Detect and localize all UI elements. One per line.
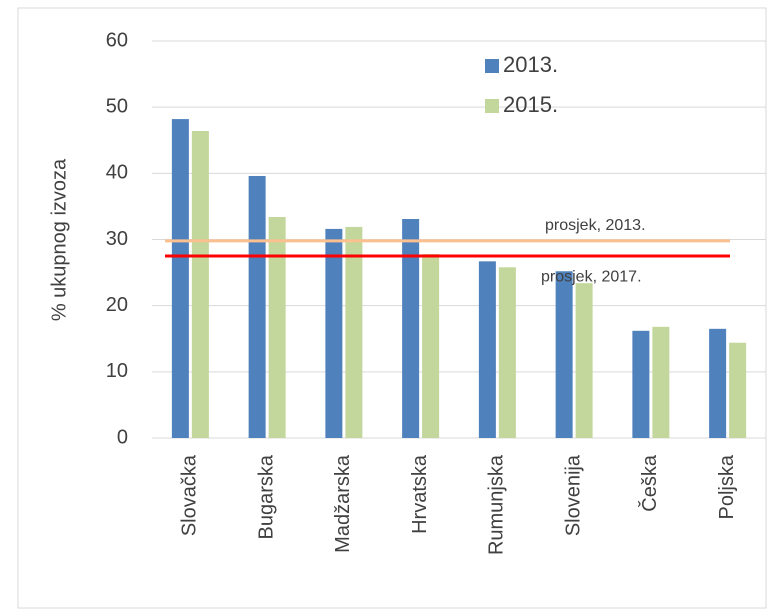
x-tick-label: Slovačka (179, 454, 201, 536)
x-tick-label: Bugarska (255, 454, 277, 539)
x-tick-label: Hrvatska (409, 454, 431, 534)
legend-swatch (485, 59, 499, 73)
reference-label: prosjek, 2013. (545, 217, 646, 234)
bar (191, 130, 209, 438)
y-tick-label: 60 (106, 29, 128, 51)
x-tick-label: Madžarska (332, 454, 354, 553)
bar (345, 226, 363, 438)
y-axis-title: % ukupnog izvoza (48, 158, 70, 321)
bar (632, 330, 650, 438)
x-tick-label: Poljska (716, 454, 738, 519)
x-tick-label: Slovenija (562, 454, 584, 536)
bar (402, 218, 420, 438)
bar (555, 271, 573, 438)
y-tick-label: 30 (106, 228, 128, 250)
bar (575, 283, 593, 438)
bar (652, 326, 670, 438)
y-tick-label: 10 (106, 360, 128, 382)
y-tick-label: 40 (106, 162, 128, 184)
legend-swatch (485, 99, 499, 113)
bar (248, 175, 266, 439)
y-tick-label: 20 (106, 294, 128, 316)
bar (729, 342, 747, 438)
chart-frame (17, 7, 767, 609)
legend-label: 2015. (503, 92, 558, 117)
bar (268, 217, 286, 438)
y-tick-label: 50 (106, 95, 128, 117)
bar (422, 254, 440, 438)
y-tick-label: 0 (117, 426, 128, 448)
x-tick-label: Češka (638, 454, 661, 512)
bar (478, 261, 496, 438)
legend-label: 2013. (503, 52, 558, 77)
bar (498, 267, 516, 438)
bar (325, 228, 343, 438)
reference-label: prosjek, 2017. (541, 268, 642, 285)
x-tick-label: Rumunjska (486, 454, 508, 555)
bar (171, 119, 189, 439)
bar (709, 328, 727, 438)
